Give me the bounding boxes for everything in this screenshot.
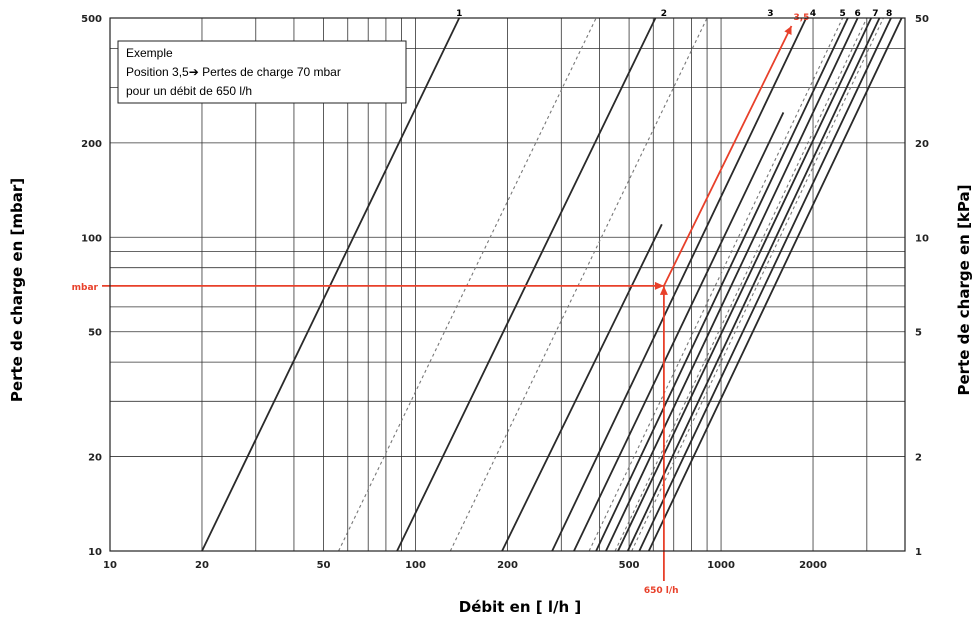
annotation-line-1: Exemple [126, 46, 173, 60]
y-tick-label: 200 [81, 139, 102, 150]
x-tick-label: 1000 [707, 560, 735, 571]
curve-4 [595, 17, 849, 552]
curve-7 [638, 17, 892, 552]
y2-tick-label: 50 [915, 14, 929, 25]
y-axis-title-left: Perte de charge en [mbar] [8, 178, 26, 402]
curve-line-2 [338, 17, 597, 552]
curve-1 [201, 17, 461, 552]
y-tick-label: 10 [88, 547, 102, 558]
example-arrow-right [654, 281, 664, 290]
curve-line-16 [614, 17, 868, 552]
y2-tick-label: 1 [915, 547, 922, 558]
curve-2 [501, 223, 663, 552]
x-axis-title: Débit en [ l/h ] [459, 598, 581, 616]
curve-line-4 [396, 17, 657, 552]
curve-6 [626, 17, 881, 552]
x-tick-label: 20 [195, 560, 209, 571]
example-pressure-label: mbar [72, 283, 99, 293]
curves [201, 17, 903, 552]
example-position-line [663, 25, 793, 287]
y2-tick-label: 2 [915, 453, 922, 464]
example-arrow-head [784, 26, 792, 35]
y-tick-label: 20 [88, 453, 102, 464]
curve-line-10 [605, 17, 859, 552]
x-tick-label: 100 [405, 560, 426, 571]
plot-frame [109, 17, 906, 552]
curve-line-8 [588, 17, 844, 552]
annotation-box: Exemple Position 3,5➔ Pertes de charge 7… [117, 40, 407, 104]
curve-line-13 [631, 17, 884, 552]
x-tick-label: 2000 [799, 560, 827, 571]
curve-label-1: 1 [456, 9, 462, 19]
curve-line-6 [551, 17, 808, 552]
y-tick-labels: 10 20 50 100 200 500 [81, 14, 102, 558]
x-tick-label: 200 [497, 560, 518, 571]
curve-label-7: 7 [872, 9, 878, 19]
y2-tick-label: 5 [915, 328, 922, 339]
x-tick-label: 10 [103, 560, 117, 571]
y-tick-label: 100 [81, 233, 102, 244]
curve-label-8: 8 [886, 9, 892, 19]
annotation-line-3: pour un débit de 650 l/h [126, 84, 252, 98]
annotation-line-2: Position 3,5➔ Pertes de charge 70 mbar [126, 65, 341, 79]
x-tick-label: 500 [619, 560, 640, 571]
curve-5 [617, 17, 872, 552]
y2-tick-label: 20 [915, 139, 929, 150]
example-arrow-up [659, 285, 668, 295]
y2-tick-label: 10 [915, 233, 929, 244]
x-tick-label: 50 [317, 560, 331, 571]
curve-8 [647, 17, 903, 552]
curve-label-6: 6 [855, 9, 861, 19]
curve-3 [573, 112, 785, 552]
curve-label-4: 4 [810, 9, 816, 19]
curve-line-3 [449, 17, 708, 552]
example-flow-label: 650 l/h [644, 586, 679, 596]
y-axis-title-right: Perte de charge en [kPa] [955, 185, 973, 396]
y-tick-label: 50 [88, 328, 102, 339]
y2-tick-labels: 1 2 5 10 20 50 [915, 14, 929, 558]
y-tick-label: 500 [81, 14, 102, 25]
curve-label-2: 2 [661, 9, 667, 19]
curve-label-5: 5 [840, 9, 846, 19]
x-tick-labels: 10 20 50 100 200 500 1000 2000 [103, 560, 827, 571]
curve-label-3: 3 [767, 9, 773, 19]
